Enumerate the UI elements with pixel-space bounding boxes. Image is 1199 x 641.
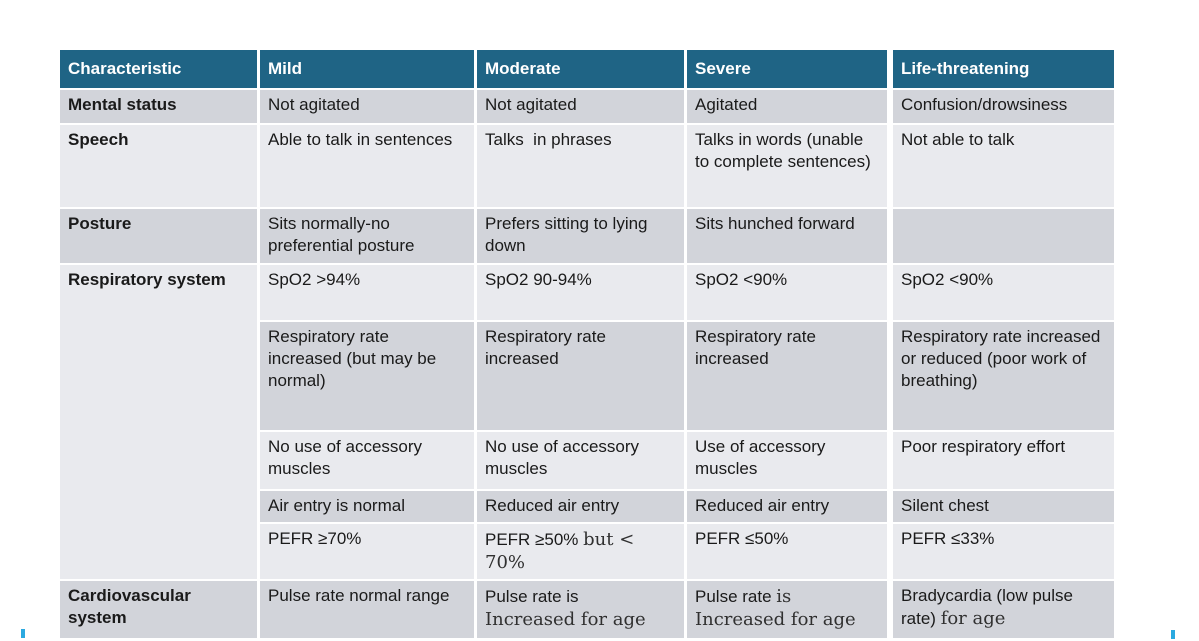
cell-mental-moderate: Not agitated	[477, 90, 684, 123]
cell-pefr-life-threatening: PEFR ≤33%	[890, 524, 1114, 579]
table-row: Speech Able to talk in sentences Talks i…	[60, 125, 1114, 207]
cell-resp-rate-moderate: Respiratory rate increased	[477, 322, 684, 430]
cell-cardio-mild: Pulse rate normal range	[260, 580, 474, 638]
header-severe: Severe	[687, 50, 887, 88]
cardio-severe-sans: Pulse rate	[695, 586, 777, 606]
cell-air-entry-life-threatening: Silent chest	[890, 491, 1114, 522]
header-life-threatening: Life-threatening	[890, 50, 1114, 88]
cell-resp-rate-mild: Respiratory rate increased (but may be n…	[260, 322, 474, 430]
severity-table-container: Characteristic Mild Moderate Severe Life…	[57, 48, 1117, 640]
table-header: Characteristic Mild Moderate Severe Life…	[60, 50, 1114, 88]
row-label-speech: Speech	[60, 125, 257, 207]
pefr-moderate-serif: but < 70%	[485, 529, 641, 574]
table-row: Air entry is normal Reduced air entry Re…	[60, 491, 1114, 522]
cell-speech-life-threatening: Not able to talk	[890, 125, 1114, 207]
cell-accessory-life-threatening: Poor respiratory effort	[890, 432, 1114, 489]
cell-spo2-severe: SpO2 <90%	[687, 265, 887, 320]
table-row: Posture Sits normally-no preferential po…	[60, 209, 1114, 263]
row-label-cardiovascular-system: Cardiovascular system	[60, 580, 257, 638]
cell-spo2-life-threatening: SpO2 <90%	[890, 265, 1114, 320]
cell-spo2-moderate: SpO2 90-94%	[477, 265, 684, 320]
cell-posture-life-threatening	[890, 209, 1114, 263]
cell-mental-severe: Agitated	[687, 90, 887, 123]
cell-posture-severe: Sits hunched forward	[687, 209, 887, 263]
row-label-mental-status: Mental status	[60, 90, 257, 123]
cell-accessory-mild: No use of accessory muscles	[260, 432, 474, 489]
table-row: Respiratory system SpO2 >94% SpO2 90-94%…	[60, 265, 1114, 579]
cell-mental-mild: Not agitated	[260, 90, 474, 123]
table-row: PEFR ≥70% PEFR ≥50% but < 70% PEFR ≤50% …	[60, 524, 1114, 579]
cardio-severe-serif: is Increased for age	[695, 585, 856, 631]
table-row: Mental status Not agitated Not agitated …	[60, 90, 1114, 123]
cell-pefr-severe: PEFR ≤50%	[687, 524, 887, 579]
table-row: Respiratory rate increased (but may be n…	[60, 322, 1114, 430]
table-row: Cardiovascular system Pulse rate normal …	[60, 580, 1114, 638]
asthma-severity-table: Characteristic Mild Moderate Severe Life…	[57, 48, 1117, 640]
cell-pefr-moderate: PEFR ≥50% but < 70%	[477, 524, 684, 579]
cell-cardio-life-threatening: Bradycardia (low pulse rate) for age	[890, 580, 1114, 638]
header-moderate: Moderate	[477, 50, 684, 88]
cell-speech-mild: Able to talk in sentences	[260, 125, 474, 207]
cell-mental-life-threatening: Confusion/drowsiness	[890, 90, 1114, 123]
cell-resp-rate-life-threatening: Respiratory rate increased or reduced (p…	[890, 322, 1114, 430]
row-label-posture: Posture	[60, 209, 257, 263]
cell-air-entry-mild: Air entry is normal	[260, 491, 474, 522]
cell-resp-rate-severe: Respiratory rate increased	[687, 322, 887, 430]
cell-posture-mild: Sits normally-no preferential posture	[260, 209, 474, 263]
pefr-moderate-sans: PEFR ≥50%	[485, 530, 584, 549]
cardio-lt-serif: for age	[940, 607, 1006, 629]
row-label-respiratory-system: Respiratory system	[60, 265, 257, 579]
corner-tick-right	[1171, 630, 1175, 639]
cell-posture-moderate: Prefers sitting to lying down	[477, 209, 684, 263]
cell-air-entry-severe: Reduced air entry	[687, 491, 887, 522]
cell-speech-severe: Talks in words (unable to complete sente…	[687, 125, 887, 207]
table-row: No use of accessory muscles No use of ac…	[60, 432, 1114, 489]
cardio-lt-sans: Bradycardia (low pulse rate)	[901, 585, 1078, 628]
cell-pefr-mild: PEFR ≥70%	[260, 524, 474, 579]
cardio-moderate-sans: Pulse rate is	[485, 586, 584, 606]
cell-accessory-severe: Use of accessory muscles	[687, 432, 887, 489]
corner-tick-left	[21, 629, 25, 638]
cardio-moderate-serif: Increased for age	[485, 585, 646, 631]
cell-cardio-moderate: Pulse rate is Increased for age	[477, 580, 684, 638]
cell-air-entry-moderate: Reduced air entry	[477, 491, 684, 522]
cell-accessory-moderate: No use of accessory muscles	[477, 432, 684, 489]
header-characteristic: Characteristic	[60, 50, 257, 88]
header-mild: Mild	[260, 50, 474, 88]
cell-speech-moderate: Talks in phrases	[477, 125, 684, 207]
cell-spo2-mild: SpO2 >94%	[260, 265, 474, 320]
cell-cardio-severe: Pulse rate is Increased for age	[687, 580, 887, 638]
